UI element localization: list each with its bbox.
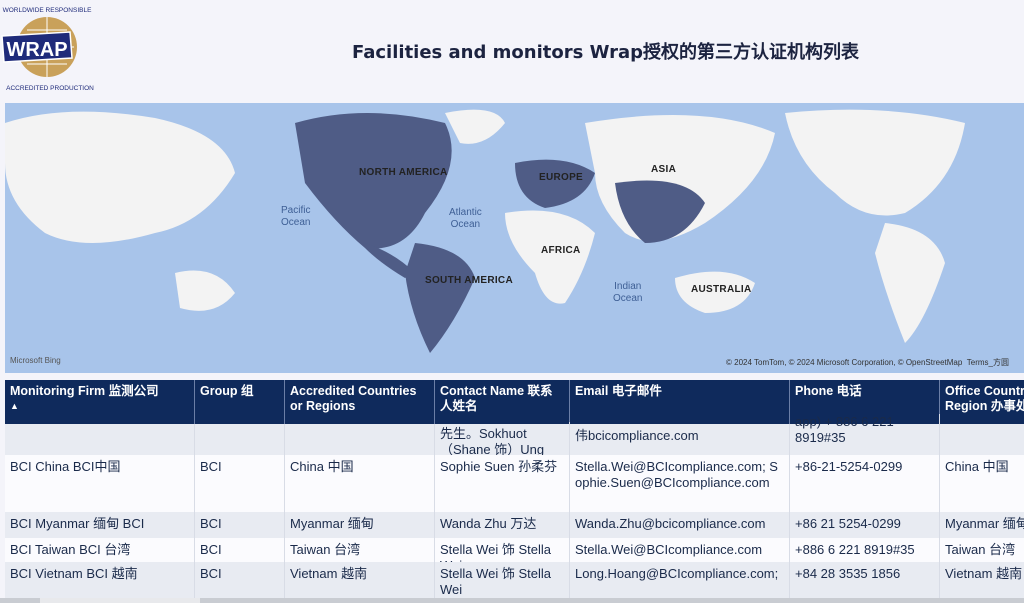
ocean-word: Ocean <box>281 217 311 228</box>
scrollbar-thumb[interactable] <box>40 598 200 603</box>
header-label: Monitoring Firm 监测公司 <box>10 384 159 398</box>
land-south-america <box>405 243 475 353</box>
label-indian-ocean: Indian Ocean <box>613 281 642 305</box>
label-asia: ASIA <box>651 164 677 175</box>
land-central-america <box>365 243 415 278</box>
attribution-text[interactable]: © 2024 TomTom, © 2024 Microsoft Corporat… <box>726 358 963 367</box>
map-attribution: © 2024 TomTom, © 2024 Microsoft Corporat… <box>726 357 1009 368</box>
label-africa: AFRICA <box>541 245 581 256</box>
label-north-america: NORTH AMERICA <box>359 167 448 178</box>
ocean-name: Pacific <box>281 205 311 216</box>
land-africa <box>505 210 595 304</box>
cell-email: Stella.Wei@BCIcompliance.com; Sophie.Sue… <box>570 455 790 512</box>
cell-firm: BCI Taiwan BCI 台湾 <box>5 538 195 562</box>
cell-group: BCI <box>195 562 285 603</box>
land-asia-highlight <box>615 180 705 243</box>
cell-group: BCI <box>195 538 285 562</box>
horizontal-scrollbar[interactable] <box>0 598 1024 603</box>
header-contact-name[interactable]: Contact Name 联系人姓名 <box>435 380 570 424</box>
table-row[interactable]: BCI China BCI中国 BCI China 中国 Sophie Suen… <box>5 455 1024 512</box>
cell-office: Taiwan 台湾 <box>940 538 1024 562</box>
table-header: Monitoring Firm 监测公司 ▲ Group 组 Accredited… <box>5 380 1024 424</box>
cell <box>940 424 1024 455</box>
land-north-america <box>295 113 452 249</box>
bing-logo: Microsoft Bing <box>10 356 61 365</box>
cell-office: Myanmar 缅甸 <box>940 512 1024 538</box>
cell-phone: +84 28 3535 1856 <box>790 562 940 603</box>
cell-phone: +86-21-5254-0299 <box>790 455 940 512</box>
ocean-word: Ocean <box>450 219 481 230</box>
cell-contact: Sophie Suen 孙柔芬 <box>435 455 570 512</box>
label-south-america: SOUTH AMERICA <box>425 275 513 286</box>
header-monitoring-firm[interactable]: Monitoring Firm 监测公司 ▲ <box>5 380 195 424</box>
cell-office: China 中国 <box>940 455 1024 512</box>
cell-office: Vietnam 越南 <box>940 562 1024 603</box>
header-email[interactable]: Email 电子邮件 <box>570 380 790 424</box>
monitors-table: Monitoring Firm 监测公司 ▲ Group 组 Accredited… <box>5 380 1024 603</box>
cell-firm: BCI Myanmar 缅甸 BCI <box>5 512 195 538</box>
cell: 先生。Sokhuot （Shane 饰）Ung <box>435 422 570 455</box>
ocean-word: Ocean <box>613 293 643 304</box>
land-east-america <box>785 109 965 216</box>
world-map[interactable]: NORTH AMERICA EUROPE ASIA AFRICA SOUTH A… <box>5 103 1024 373</box>
land-west-australia <box>175 270 235 311</box>
header-group[interactable]: Group 组 <box>195 380 285 424</box>
cell <box>5 424 195 455</box>
cell-contact: Wanda Zhu 万达 <box>435 512 570 538</box>
land-east-south-america <box>875 223 945 343</box>
land-west-asia <box>5 111 235 243</box>
cell-countries: Myanmar 缅甸 <box>285 512 435 538</box>
cell-firm: BCI Vietnam BCI 越南 <box>5 562 195 603</box>
cell-phone: +86 21 5254-0299 <box>790 512 940 538</box>
cell-firm: BCI China BCI中国 <box>5 455 195 512</box>
cell-contact: Stella Wei 饰 Stella Wei <box>435 538 570 562</box>
cell-countries: China 中国 <box>285 455 435 512</box>
table-row[interactable]: BCI Taiwan BCI 台湾 BCI Taiwan 台湾 Stella W… <box>5 538 1024 562</box>
cell-countries: Taiwan 台湾 <box>285 538 435 562</box>
header-phone[interactable]: Phone 电话 <box>790 380 940 424</box>
svg-text:ACCREDITED PRODUCTION: ACCREDITED PRODUCTION <box>6 85 94 92</box>
cell-contact: Stella Wei 饰 Stella Wei <box>435 562 570 603</box>
terms-link[interactable]: Terms_方圆 <box>966 358 1009 367</box>
cell-group: BCI <box>195 512 285 538</box>
cell <box>195 424 285 455</box>
page-title: Facilities and monitors Wrap授权的第三方认证机构列表 <box>352 42 860 63</box>
label-australia: AUSTRALIA <box>691 284 752 295</box>
wrap-logo: WRAP WORLDWIDE RESPONSIBLE ACCREDITED PR… <box>1 7 94 92</box>
label-europe: EUROPE <box>539 172 584 183</box>
land-europe <box>515 159 595 208</box>
cell-email: Wanda.Zhu@bcicompliance.com <box>570 512 790 538</box>
ocean-name: Indian <box>614 281 642 292</box>
cell-countries: Vietnam 越南 <box>285 562 435 603</box>
ocean-name: Atlantic <box>449 207 482 218</box>
sort-ascending-icon: ▲ <box>10 401 19 411</box>
label-pacific-ocean: Pacific Ocean <box>281 205 310 229</box>
svg-text:WRAP: WRAP <box>6 39 67 61</box>
cell: app) + 886 6 221 8919#35 <box>790 414 940 455</box>
table-row[interactable]: BCI Myanmar 缅甸 BCI BCI Myanmar 缅甸 Wanda … <box>5 512 1024 538</box>
cell: 伟bcicompliance.com <box>570 424 790 455</box>
cell-group: BCI <box>195 455 285 512</box>
cell-email: Long.Hoang@BCIcompliance.com; <box>570 562 790 603</box>
cell <box>285 424 435 455</box>
cell-phone: +886 6 221 8919#35 <box>790 538 940 562</box>
header-accredited-countries[interactable]: Accredited Countries or Regions <box>285 380 435 424</box>
label-atlantic-ocean: Atlantic Ocean <box>449 207 482 231</box>
header-office-country[interactable]: Office Country/ Region 办事处 <box>940 380 1024 424</box>
table-row-partial: 先生。Sokhuot （Shane 饰）Ung 伟bcicompliance.c… <box>5 414 1024 455</box>
land-australia <box>675 271 755 313</box>
cell-email: Stella.Wei@BCIcompliance.com <box>570 538 790 562</box>
map-canvas <box>5 109 965 353</box>
land-greenland <box>445 109 505 144</box>
svg-text:WORLDWIDE RESPONSIBLE: WORLDWIDE RESPONSIBLE <box>3 7 93 14</box>
table-row[interactable]: BCI Vietnam BCI 越南 BCI Vietnam 越南 Stella… <box>5 562 1024 603</box>
